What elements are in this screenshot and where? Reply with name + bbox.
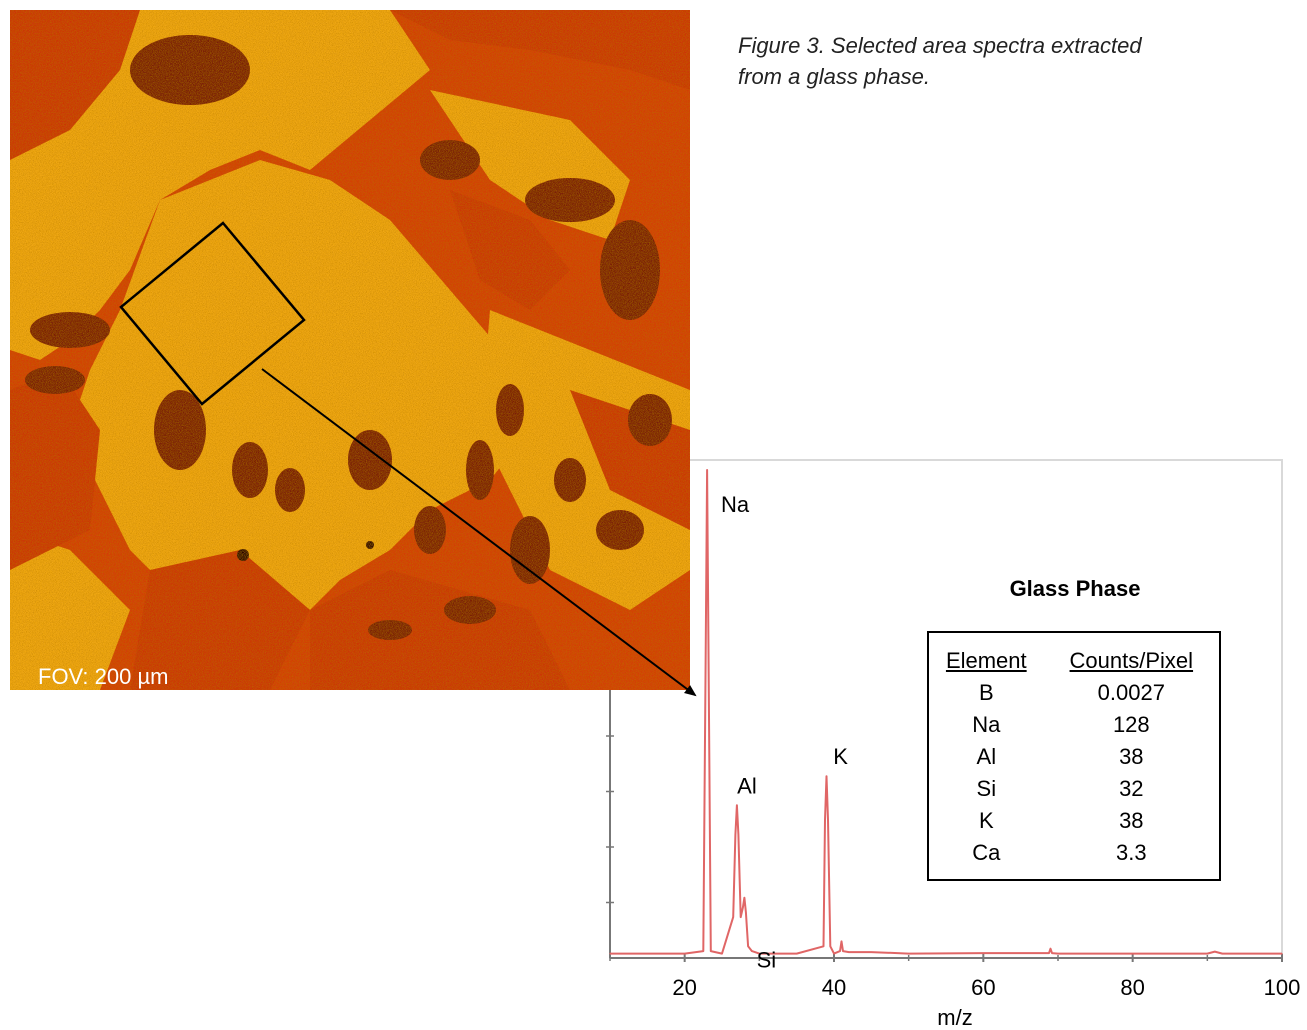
selection-box xyxy=(119,221,306,406)
data-point xyxy=(796,953,798,955)
peak-label-al: Al xyxy=(737,773,757,798)
data-point xyxy=(706,469,708,471)
data-point xyxy=(1214,951,1216,953)
data-point xyxy=(702,950,704,952)
data-point xyxy=(743,897,746,899)
element-cell: K xyxy=(978,808,994,833)
data-point xyxy=(982,952,984,954)
element-cell: Al xyxy=(976,744,997,769)
data-point xyxy=(1206,953,1208,955)
counts-cell: 38 xyxy=(1119,744,1144,769)
data-point xyxy=(825,775,828,777)
data-point xyxy=(747,945,749,947)
column-header-element: Element xyxy=(945,648,1027,673)
data-point xyxy=(734,833,737,836)
counts-cell: 3.3 xyxy=(1116,840,1147,865)
data-point xyxy=(870,951,872,953)
element-cell: B xyxy=(978,680,994,705)
data-point xyxy=(736,804,738,806)
table-row: Si 32 xyxy=(929,773,1219,805)
element-table-box: Element Counts/Pixel B 0.0027 Na 128 Al … xyxy=(927,631,1221,881)
table-row: Al 38 xyxy=(929,741,1219,773)
x-axis-ticks: 20 40 60 80 100 xyxy=(609,954,1301,1000)
data-point xyxy=(1057,953,1059,955)
counts-cell: 38 xyxy=(1119,808,1144,833)
table-row: K 38 xyxy=(929,805,1219,837)
x-axis-label: m/z xyxy=(937,1005,972,1030)
data-point xyxy=(684,953,686,955)
data-point xyxy=(705,663,707,666)
table-row: B 0.0027 xyxy=(929,677,1219,709)
spectrum-line xyxy=(610,469,1282,955)
sem-micrograph: FOV: 200 µm xyxy=(10,10,690,690)
data-point xyxy=(1281,953,1283,955)
x-tick-label: 80 xyxy=(1120,975,1144,1000)
data-point xyxy=(742,906,744,909)
element-cell: Ca xyxy=(972,840,1001,865)
data-point xyxy=(829,945,831,947)
data-point xyxy=(1132,953,1134,955)
data-point xyxy=(840,940,843,943)
x-tick-label: 60 xyxy=(971,975,995,1000)
series-layer xyxy=(609,469,1283,955)
data-point xyxy=(745,911,747,913)
counts-cell: 32 xyxy=(1119,776,1144,801)
data-point xyxy=(732,916,734,918)
table-row: Na 128 xyxy=(929,709,1219,741)
data-point xyxy=(908,953,910,955)
data-point xyxy=(710,950,712,952)
data-point xyxy=(708,663,710,666)
data-point xyxy=(609,953,611,955)
data-point xyxy=(1221,953,1223,955)
data-point xyxy=(740,916,742,918)
annotation-layer: Na Al Si K xyxy=(721,492,848,973)
table-title: Glass Phase xyxy=(1009,576,1141,601)
counts-cell: 128 xyxy=(1112,712,1150,737)
peak-label-na: Na xyxy=(721,492,750,517)
data-point xyxy=(751,950,753,952)
data-point xyxy=(827,819,829,821)
data-point xyxy=(758,953,760,955)
figure-caption: Figure 3. Selected area spectra extracte… xyxy=(738,33,1142,89)
data-point xyxy=(1051,952,1053,954)
peak-label-si: Si xyxy=(757,948,777,973)
element-cell: Na xyxy=(972,712,1001,737)
data-point xyxy=(833,953,835,955)
peak-label-k: K xyxy=(833,744,848,769)
fov-label: FOV: 200 µm xyxy=(38,664,169,689)
x-tick-label: 40 xyxy=(822,975,846,1000)
micrograph-image xyxy=(10,10,690,690)
data-point xyxy=(848,951,850,953)
table-row: Ca 3.3 xyxy=(929,837,1219,869)
column-header-counts: Counts/Pixel xyxy=(1069,648,1194,673)
element-table: Element Counts/Pixel B 0.0027 Na 128 Al … xyxy=(929,645,1219,869)
data-point xyxy=(1049,948,1052,950)
element-cell: Si xyxy=(976,776,997,801)
counts-cell: 0.0027 xyxy=(1097,680,1165,705)
data-point xyxy=(824,819,826,821)
data-point xyxy=(1048,952,1050,954)
table-header-row: Element Counts/Pixel xyxy=(929,645,1219,677)
data-point xyxy=(737,833,740,836)
data-point xyxy=(822,945,825,947)
data-point xyxy=(839,950,841,952)
x-tick-label: 20 xyxy=(672,975,696,1000)
x-tick-label: 100 xyxy=(1264,975,1301,1000)
data-point xyxy=(721,953,723,955)
data-point xyxy=(842,950,844,952)
